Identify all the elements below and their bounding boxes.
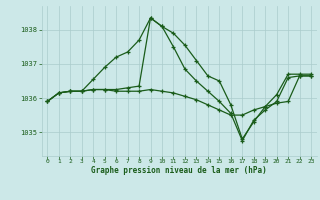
X-axis label: Graphe pression niveau de la mer (hPa): Graphe pression niveau de la mer (hPa) bbox=[91, 166, 267, 175]
